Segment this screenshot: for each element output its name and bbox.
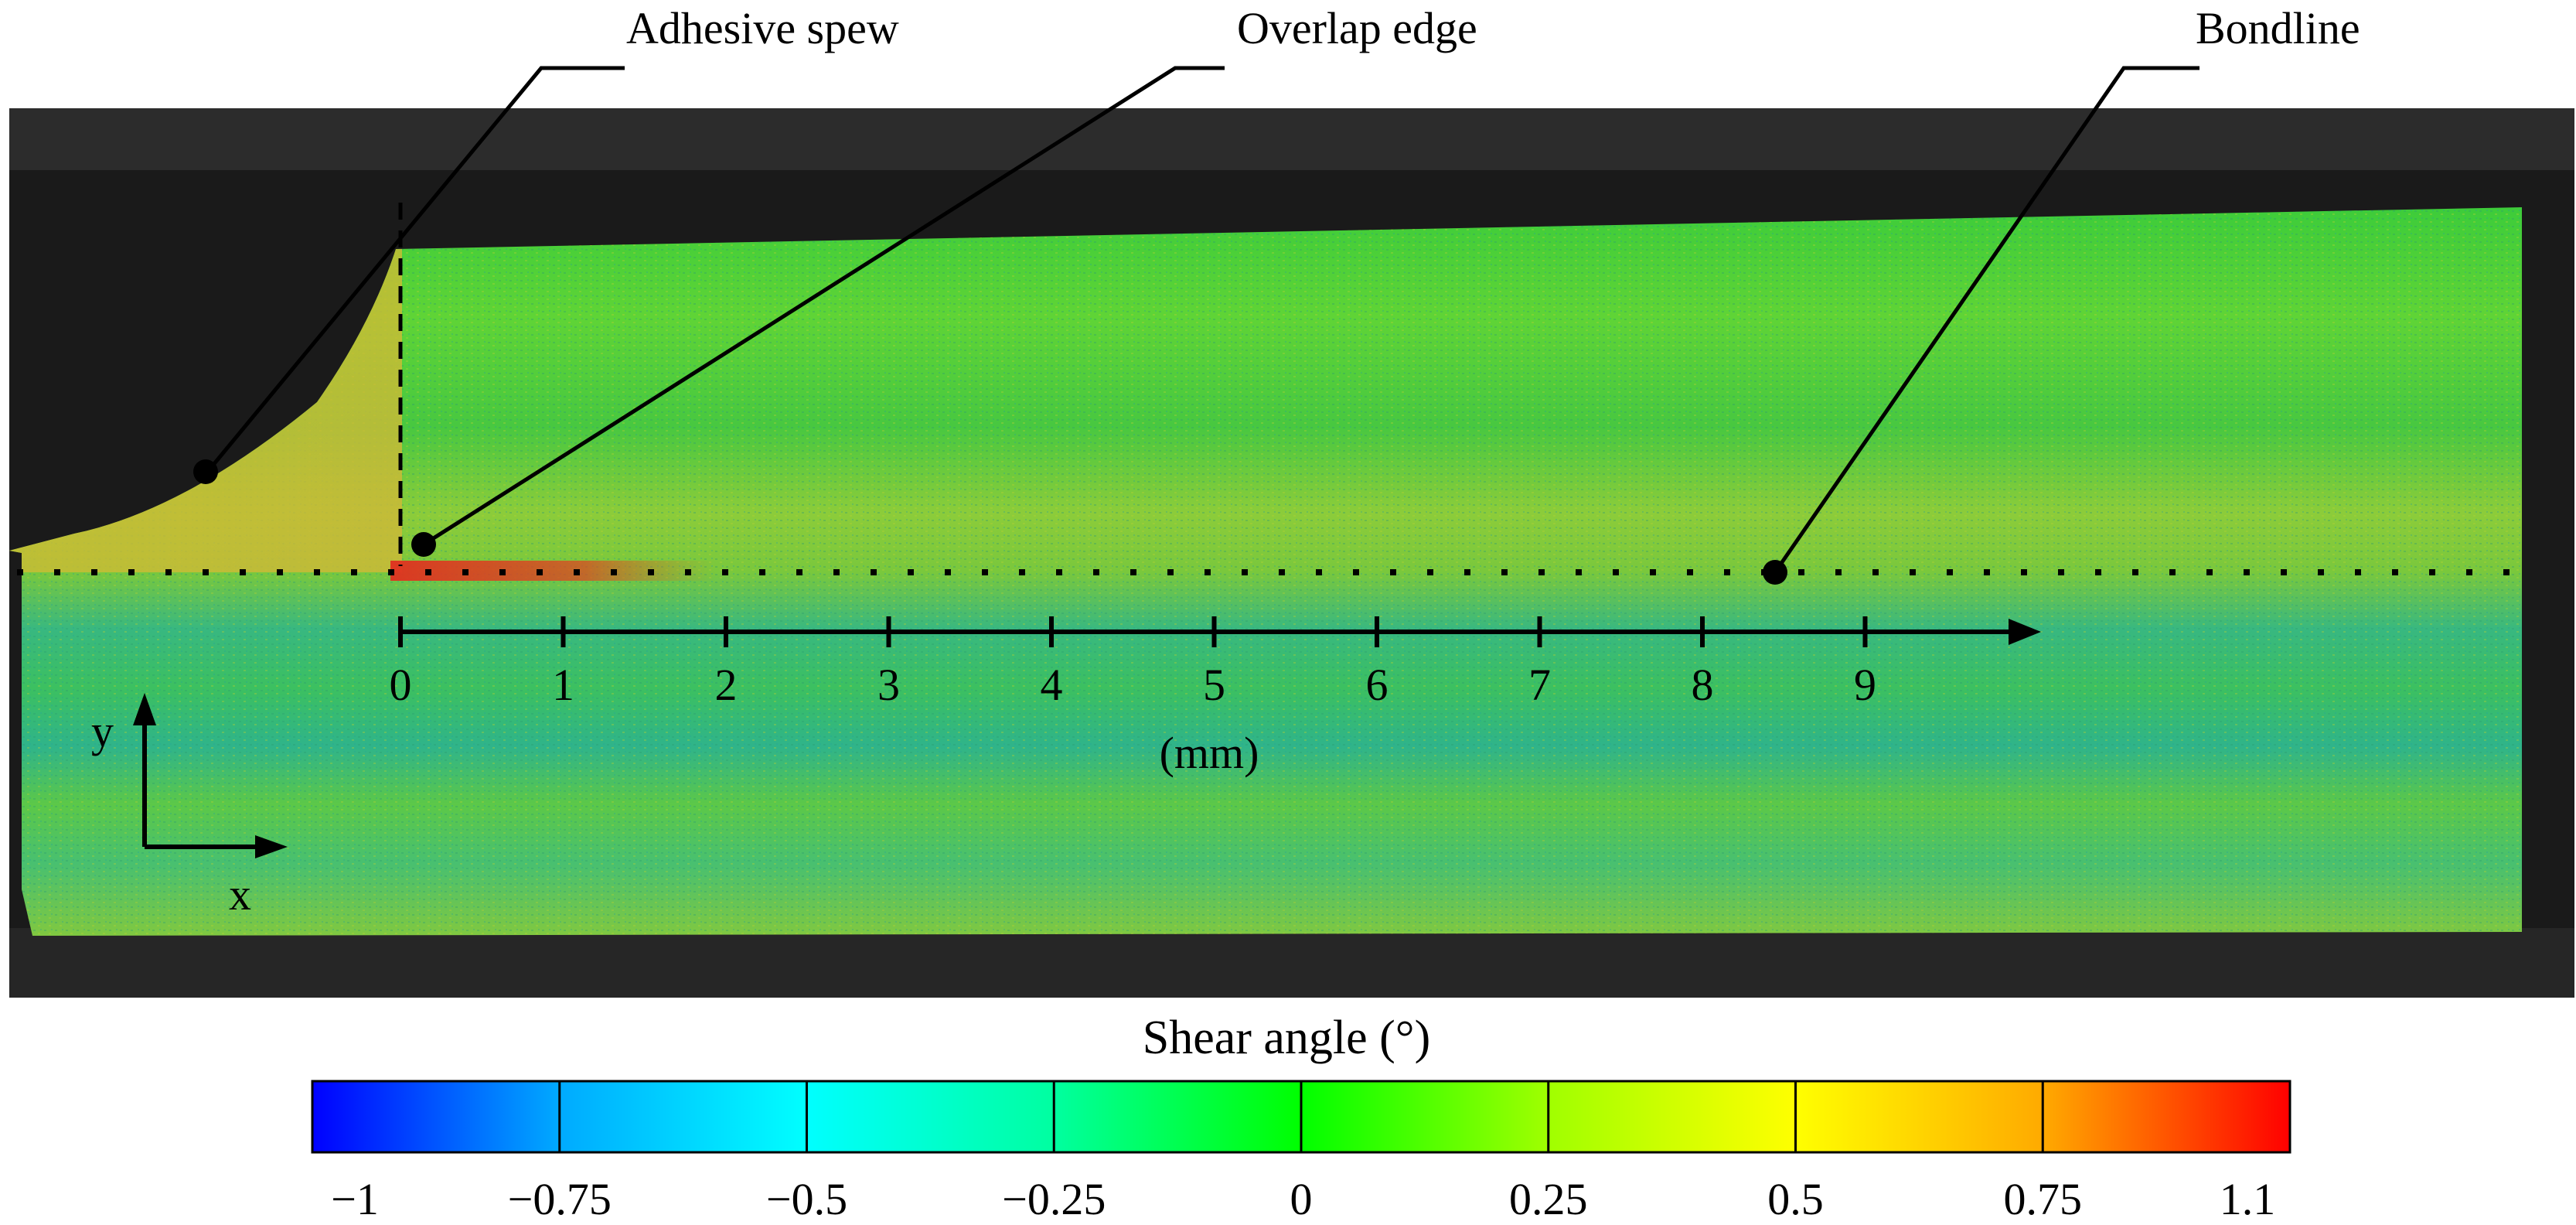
mm-axis-unit: (mm) bbox=[1160, 728, 1259, 778]
bondline-leader bbox=[1773, 66, 2199, 574]
mm-axis-tick-label: 8 bbox=[1692, 660, 1714, 710]
upper-adherend bbox=[9, 108, 2574, 170]
colorbar-tick-label: 0.25 bbox=[1509, 1174, 1588, 1224]
bondline-label: Bondline bbox=[2196, 3, 2360, 53]
overlap-edge-label: Overlap edge bbox=[1237, 3, 1477, 53]
colorbar-tick-label: 0.5 bbox=[1767, 1174, 1824, 1224]
mm-axis-tick-label: 9 bbox=[1854, 660, 1876, 710]
x-arrowhead bbox=[255, 835, 288, 858]
adhesive-spew-leader bbox=[204, 66, 625, 476]
overlap-edge-marker bbox=[411, 532, 436, 557]
colorbar-title: Shear angle (°) bbox=[1143, 1012, 1431, 1064]
adhesive-spew-marker bbox=[193, 459, 218, 484]
mm-axis-ticks: 0 1 2 3 4 5 6 7 8 9 bbox=[390, 616, 1876, 710]
mm-axis-tick-label: 5 bbox=[1203, 660, 1225, 710]
colorbar-tick-label: 0.75 bbox=[2004, 1174, 2083, 1224]
peak-strain-zone bbox=[390, 561, 715, 581]
shear-field-texture bbox=[9, 207, 2522, 936]
mm-axis-tick-label: 7 bbox=[1528, 660, 1551, 710]
colorbar-tick-label: −0.25 bbox=[1002, 1174, 1106, 1224]
x-coordinate-label: x bbox=[229, 869, 251, 920]
mm-axis-tick-label: 4 bbox=[1041, 660, 1063, 710]
lower-adherend bbox=[9, 928, 2574, 998]
mm-axis-tick-label: 3 bbox=[877, 660, 900, 710]
bondline-marker bbox=[1763, 560, 1787, 585]
colorbar-tick-label: 1.1 bbox=[2220, 1174, 2276, 1224]
mm-axis-arrowhead bbox=[2009, 619, 2041, 645]
colorbar-tick-label: −0.75 bbox=[508, 1174, 612, 1224]
mm-axis-tick-label: 6 bbox=[1366, 660, 1389, 710]
colorbar-ticks: −1 −0.75 −0.5 −0.25 0 0.25 0.5 0.75 1.1 bbox=[331, 1081, 2275, 1224]
mm-axis-tick-label: 1 bbox=[552, 660, 574, 710]
y-coordinate-label: y bbox=[91, 706, 114, 756]
mm-axis-tick-label: 2 bbox=[715, 660, 738, 710]
adhesive-spew-label: Adhesive spew bbox=[626, 3, 899, 53]
colorbar-tick-label: −0.5 bbox=[766, 1174, 847, 1224]
overlap-edge-leader bbox=[422, 66, 1225, 547]
y-arrowhead bbox=[133, 693, 156, 725]
adhesive-spew-region bbox=[9, 249, 402, 572]
colorbar-tick-label: −1 bbox=[331, 1174, 379, 1224]
colorbar-tick-label: 0 bbox=[1290, 1174, 1313, 1224]
mm-axis-tick-label: 0 bbox=[390, 660, 412, 710]
